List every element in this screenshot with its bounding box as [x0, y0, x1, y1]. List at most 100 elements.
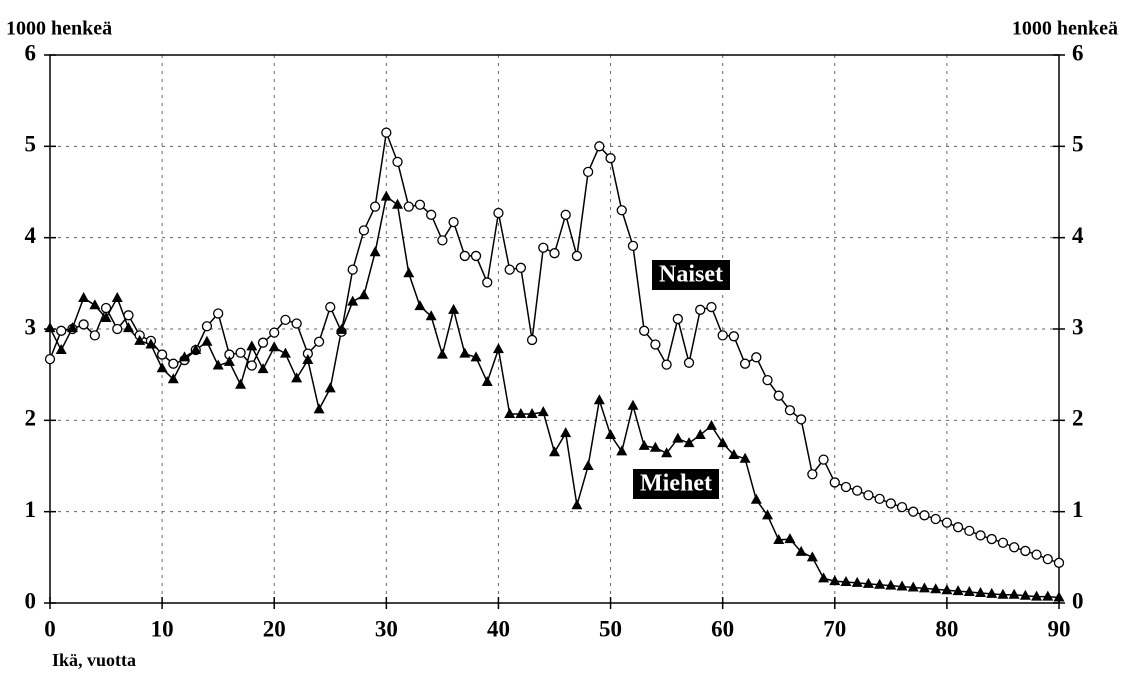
y-tick-label: 6 [25, 40, 37, 65]
marker [795, 545, 807, 556]
marker [851, 576, 863, 587]
marker [515, 407, 527, 418]
marker [986, 587, 998, 598]
y2-tick-label: 0 [1072, 588, 1084, 613]
marker [493, 207, 504, 219]
marker [885, 498, 896, 509]
marker [515, 262, 527, 273]
marker [582, 460, 594, 470]
series-line [49, 129, 1060, 564]
marker [1009, 542, 1020, 553]
marker [414, 199, 426, 210]
marker [470, 250, 482, 262]
y-tick-label: 4 [25, 223, 37, 248]
marker [145, 338, 157, 349]
x-tick-label: 80 [935, 616, 958, 641]
marker [829, 477, 840, 488]
marker [279, 347, 291, 358]
y-axis-label: 1000 henkeä [6, 18, 112, 40]
marker [941, 584, 953, 595]
marker [863, 490, 874, 501]
marker [526, 334, 538, 346]
marker [661, 447, 673, 458]
marker [201, 321, 213, 332]
x-tick-label: 70 [823, 616, 846, 641]
marker [459, 250, 470, 262]
marker [549, 248, 560, 259]
marker [89, 299, 101, 310]
marker [952, 585, 964, 596]
marker [751, 352, 762, 363]
y2-axis-label: 1000 henkeä [1012, 18, 1118, 40]
y2-tick-label: 4 [1072, 223, 1084, 248]
marker [358, 289, 370, 300]
marker [481, 375, 493, 386]
marker [280, 314, 291, 326]
marker [661, 359, 672, 370]
marker [436, 348, 448, 359]
marker [773, 533, 785, 544]
marker [930, 513, 941, 525]
marker [526, 407, 538, 418]
marker [313, 403, 325, 414]
marker [829, 575, 841, 586]
marker [426, 209, 437, 220]
marker [134, 334, 146, 345]
marker [403, 267, 415, 278]
x-axis-label: Ikä, vuotta [52, 650, 136, 670]
marker [672, 432, 684, 443]
marker [111, 291, 123, 302]
marker [997, 588, 1009, 599]
marker [694, 428, 706, 439]
marker [717, 330, 728, 341]
marker [122, 322, 134, 333]
marker [100, 312, 112, 323]
marker [762, 509, 774, 520]
marker [728, 449, 740, 460]
marker [773, 390, 784, 401]
marker [380, 190, 392, 201]
x-tick-label: 20 [263, 616, 286, 641]
marker [605, 428, 617, 439]
marker [235, 378, 247, 389]
marker [246, 340, 258, 351]
y-tick-label: 5 [25, 132, 37, 157]
marker [89, 330, 100, 341]
y-tick-label: 0 [25, 588, 37, 613]
marker [964, 525, 975, 536]
marker [571, 250, 583, 262]
marker [268, 341, 280, 352]
marker [324, 382, 336, 393]
series-label: Naiset [659, 262, 723, 288]
marker [638, 439, 650, 450]
marker [470, 351, 482, 362]
marker [201, 335, 213, 346]
marker [156, 362, 168, 373]
marker [414, 300, 426, 311]
marker [560, 209, 571, 220]
marker [213, 308, 224, 319]
marker [100, 302, 112, 314]
marker [941, 517, 953, 528]
marker [246, 360, 257, 371]
marker [1042, 554, 1053, 565]
marker [571, 499, 583, 510]
marker [538, 242, 549, 253]
marker [627, 399, 639, 410]
y-tick-label: 1 [25, 497, 37, 522]
marker [739, 452, 751, 463]
marker [908, 506, 919, 517]
marker [986, 533, 997, 545]
marker [705, 419, 717, 430]
marker [492, 343, 504, 354]
marker [1042, 590, 1054, 601]
marker [997, 537, 1009, 548]
series-label-box [633, 469, 719, 499]
marker [313, 336, 325, 347]
marker [616, 205, 627, 216]
marker [762, 374, 773, 386]
marker [975, 530, 986, 541]
marker [683, 437, 695, 448]
marker [347, 264, 358, 275]
